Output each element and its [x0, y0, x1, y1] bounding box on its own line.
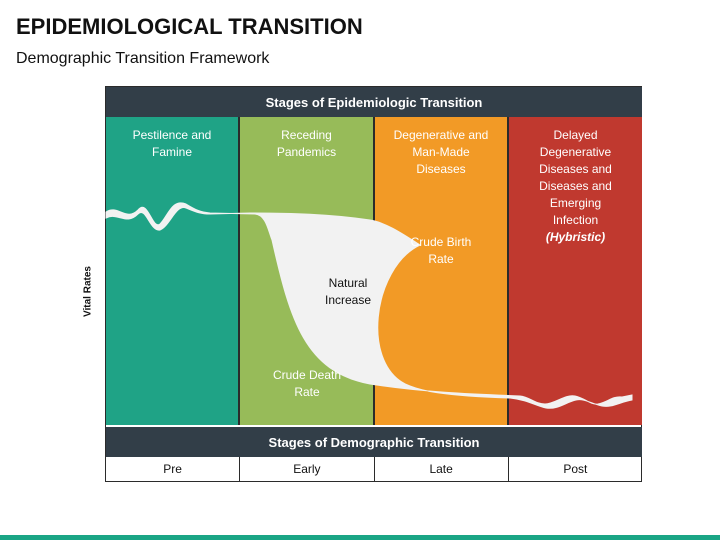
demographic-stage-row: Pre Early Late Post [106, 457, 642, 481]
birth-rate-label: Crude Birth Rate [410, 235, 472, 266]
stage-delayed: Delayed Degenerative Diseases and Diseas… [509, 117, 642, 425]
stage-late: Late [375, 457, 509, 481]
stage-post: Post [563, 462, 588, 476]
stage-pestilence-label: Pestilence and Famine [132, 128, 212, 159]
stage-degenerative-label: Degenerative and Man-Made Diseases [393, 128, 489, 176]
stage-pre: Pre [106, 457, 241, 481]
stage-pestilence: Pestilence and Famine [106, 117, 240, 425]
page-subtitle: Demographic Transition Framework [16, 50, 270, 67]
natural-increase-label: Natural Increase [324, 276, 372, 307]
stage-degenerative: Degenerative and Man-Made Diseases [375, 117, 509, 425]
death-rate-label: Crude Death Rate [272, 368, 342, 399]
natural-increase-area [105, 202, 633, 409]
stage-delayed-note: (Hybristic) [545, 230, 606, 244]
stage-delayed-label: Delayed Degenerative Diseases and Diseas… [539, 128, 612, 227]
footer-accent-bar [0, 535, 720, 540]
stage-delayed-label-wrap: Delayed Degenerative Diseases and Diseas… [509, 127, 642, 246]
stage-early: Early [240, 457, 375, 481]
demographic-stages-band: Stages of Demographic Transition [106, 427, 642, 457]
stage-receding-label: Receding Pandemics [276, 128, 337, 159]
page-title: EPIDEMIOLOGICAL TRANSITION [16, 14, 363, 39]
epidemiologic-stages-band: Stages of Epidemiologic Transition [106, 87, 642, 117]
